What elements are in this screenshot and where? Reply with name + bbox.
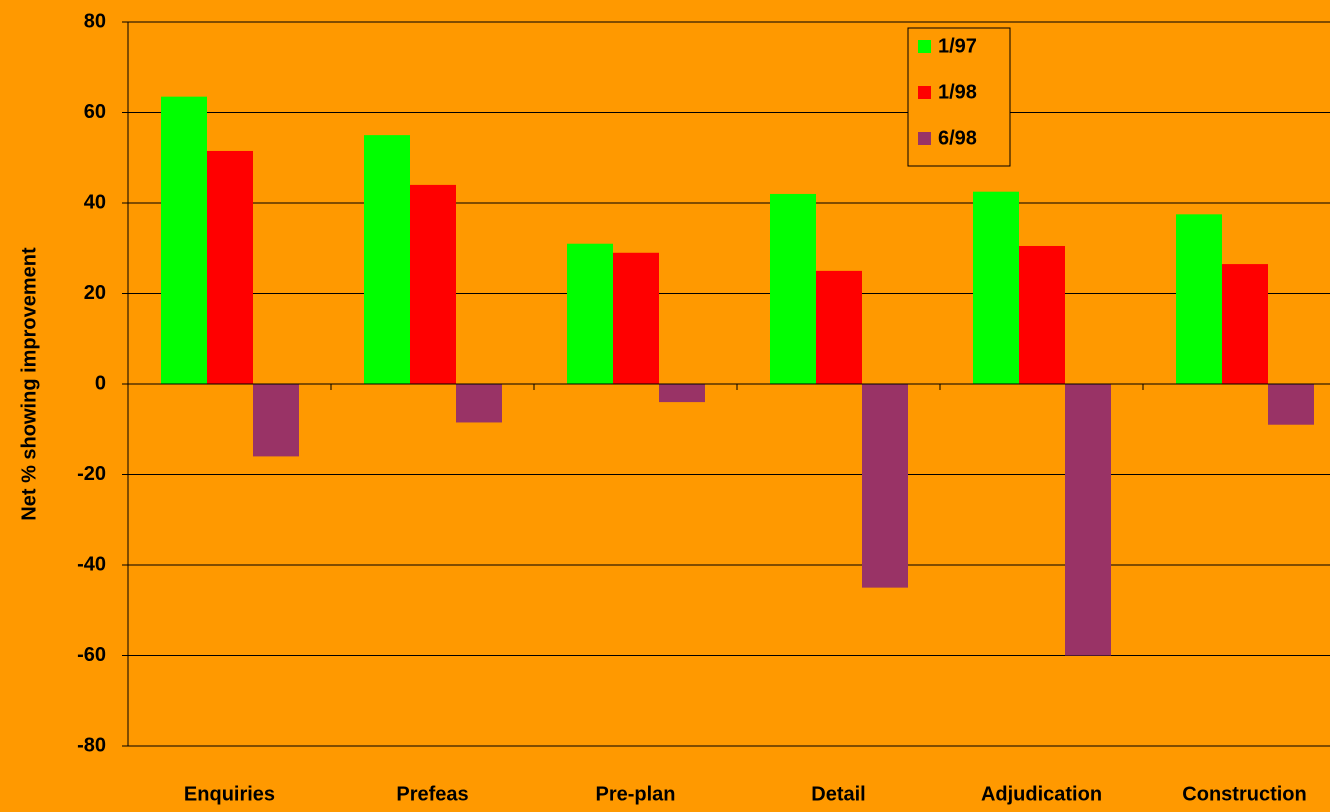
bar: [567, 243, 613, 384]
bar: [659, 384, 705, 403]
y-axis-label: Net % showing improvement: [18, 247, 40, 521]
legend-swatch: [918, 132, 931, 145]
y-tick-label: 40: [84, 191, 106, 213]
bar: [253, 384, 299, 457]
bar: [456, 384, 502, 423]
y-tick-label: 60: [84, 101, 106, 123]
bar: [161, 96, 207, 384]
bar: [1268, 384, 1314, 425]
y-tick-label: -60: [77, 644, 106, 666]
y-tick-label: 20: [84, 282, 106, 304]
legend-label: 6/98: [938, 127, 977, 149]
y-tick-label: -80: [77, 734, 106, 756]
bar: [207, 150, 253, 384]
bar: [1019, 245, 1065, 384]
bar: [862, 384, 908, 588]
y-tick-label: -40: [77, 553, 106, 575]
bar: [1176, 214, 1222, 384]
x-tick-label: Enquiries: [184, 783, 275, 805]
bar: [1065, 384, 1111, 656]
bar: [816, 270, 862, 384]
legend-label: 1/97: [938, 35, 977, 57]
bar: [364, 135, 410, 384]
x-tick-label: Construction: [1182, 783, 1306, 805]
bar: [973, 191, 1019, 384]
y-tick-label: 80: [84, 10, 106, 32]
x-tick-label: Prefeas: [396, 783, 468, 805]
legend-swatch: [918, 40, 931, 53]
x-tick-label: Adjudication: [981, 783, 1102, 805]
y-tick-label: -20: [77, 463, 106, 485]
bar: [410, 184, 456, 384]
x-tick-label: Detail: [811, 783, 865, 805]
x-tick-label: Pre-plan: [595, 783, 675, 805]
bar: [770, 193, 816, 384]
legend-label: 1/98: [938, 81, 977, 103]
legend-swatch: [918, 86, 931, 99]
bar: [613, 252, 659, 384]
bar: [1222, 264, 1268, 384]
y-tick-label: 0: [95, 372, 106, 394]
